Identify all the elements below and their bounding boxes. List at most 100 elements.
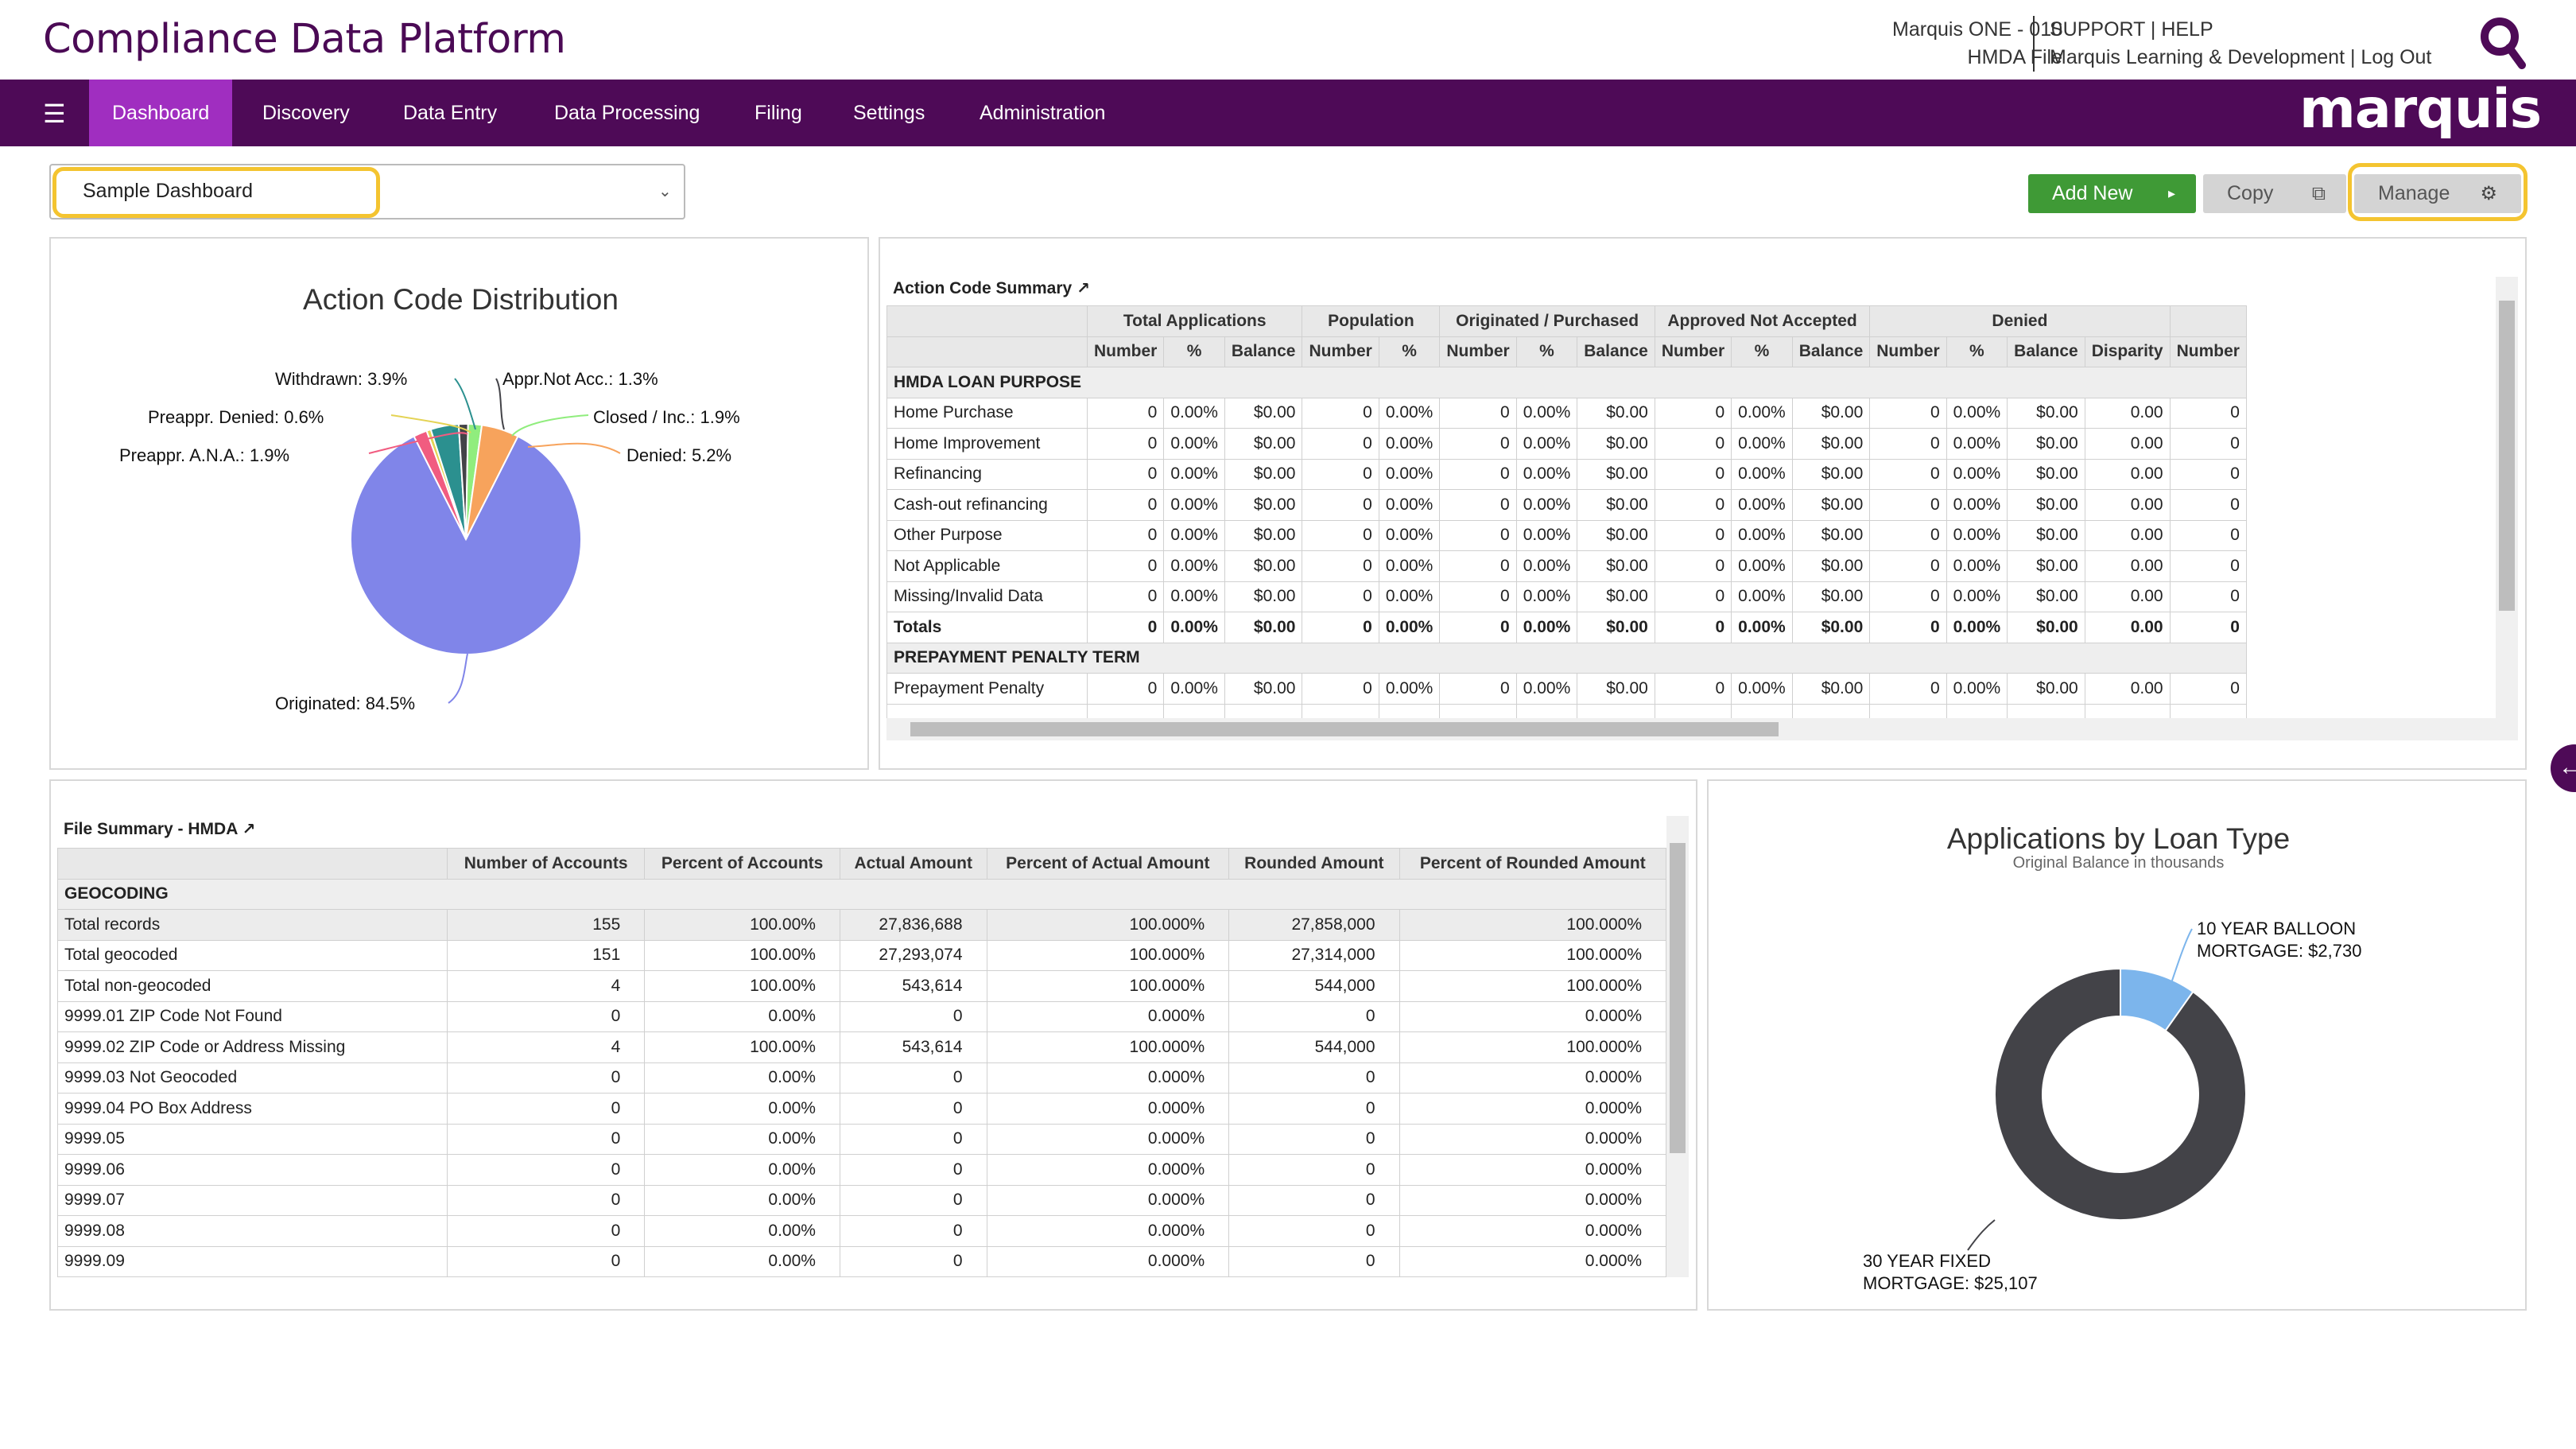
- vscroll-thumb[interactable]: [1670, 843, 1686, 1153]
- table-cell: 0: [839, 1215, 987, 1247]
- column-header: [57, 848, 448, 880]
- nav-filing[interactable]: Filing: [755, 102, 802, 124]
- table-cell: 100.000%: [1399, 909, 1666, 941]
- table-cell: 0: [1869, 612, 1947, 643]
- column-header: %: [1378, 336, 1441, 367]
- table-cell: 0.00%: [1946, 397, 2008, 429]
- file-summary-vscrollbar[interactable]: [1666, 816, 1689, 1277]
- table-cell: 9999.05: [57, 1123, 448, 1155]
- table-cell: 0: [1228, 1062, 1400, 1094]
- main-nav: ☰ Dashboard Discovery Data Entry Data Pr…: [0, 78, 2576, 146]
- table-cell: 0.00%: [1378, 489, 1441, 521]
- nav-settings[interactable]: Settings: [853, 102, 925, 124]
- pie-slice-0[interactable]: [350, 435, 582, 655]
- row-label: Totals: [886, 612, 1088, 643]
- nav-dashboard[interactable]: Dashboard: [89, 80, 233, 146]
- add-new-button[interactable]: Add New ▸: [2028, 174, 2196, 213]
- table-cell: 0: [2169, 519, 2247, 551]
- table-cell: $0.00: [1224, 612, 1303, 643]
- column-header: Balance: [2007, 336, 2085, 367]
- section-row: PREPAYMENT PENALTY TERM: [886, 642, 2247, 674]
- support-help-links[interactable]: SUPPORT | HELP: [2050, 18, 2213, 41]
- action-summary-hscrollbar[interactable]: [886, 718, 2518, 740]
- table-cell: 0.000%: [986, 1245, 1230, 1277]
- vscroll-thumb[interactable]: [2499, 301, 2515, 611]
- table-cell: 0.00%: [1163, 550, 1225, 582]
- row-label: Refinancing: [886, 458, 1088, 490]
- table-cell: 0.00%: [1946, 458, 2008, 490]
- pie-label-preappr-denied: Preappr. Denied: 0.6%: [148, 407, 324, 427]
- table-cell: 0: [2169, 428, 2247, 460]
- arrow-left-icon: ←: [2559, 754, 2576, 780]
- table-cell: 0.00%: [1731, 458, 1793, 490]
- table-cell: 0: [1302, 458, 1379, 490]
- table-cell: $0.00: [1577, 397, 1655, 429]
- search-icon[interactable]: [2479, 16, 2527, 72]
- table-cell: [1869, 703, 1947, 718]
- table-row: Prepayment Penalty 0 0.00% $0.00 0 0.00% 0 0.00…: [886, 673, 2247, 705]
- table-cell: 0.00: [2084, 550, 2171, 582]
- nav-discovery[interactable]: Discovery: [262, 102, 350, 124]
- learning-logout-links[interactable]: Marquis Learning & Development | Log Out: [2050, 46, 2432, 68]
- row-label: Not Applicable: [886, 550, 1088, 582]
- table-cell: 0.00%: [1731, 612, 1793, 643]
- side-panel-toggle[interactable]: ←: [2551, 744, 2576, 792]
- table-cell: $0.00: [1224, 519, 1303, 551]
- table-row: Not Applicable 0 0.00% $0.00 0 0.00% 0 0.00% $0.…: [886, 550, 2247, 582]
- table-cell: 0.00: [2084, 458, 2171, 490]
- table-cell: 100.00%: [644, 909, 840, 941]
- table-cell: 100.000%: [1399, 939, 1666, 971]
- table-cell: $0.00: [1224, 397, 1303, 429]
- column-header: %: [1946, 336, 2008, 367]
- pie-label-preappr-ana: Preappr. A.N.A.: 1.9%: [119, 445, 290, 465]
- table-cell: 0.00: [2084, 397, 2171, 429]
- table-cell: 0.000%: [1399, 1184, 1666, 1216]
- external-link-icon[interactable]: ↗: [1077, 280, 1090, 297]
- table-cell: 0.00%: [1946, 428, 2008, 460]
- copy-button[interactable]: Copy ⧉: [2203, 174, 2346, 213]
- pie-connector-6: [448, 653, 468, 704]
- table-cell: 0: [839, 1093, 987, 1125]
- table-cell: 0: [1302, 489, 1379, 521]
- table-row: Refinancing 0 0.00% $0.00 0 0.00% 0 0.00% $0.00 0…: [886, 458, 2247, 490]
- nav-data-processing[interactable]: Data Processing: [554, 102, 700, 124]
- row-label: Other Purpose: [886, 519, 1088, 551]
- manage-button[interactable]: Manage ⚙: [2354, 174, 2521, 213]
- pie-connector-0: [495, 378, 505, 430]
- row-label: Home Improvement: [886, 428, 1088, 460]
- table-cell: [1577, 703, 1655, 718]
- dashboard-select[interactable]: [49, 164, 685, 219]
- table-cell: 0: [1654, 612, 1732, 643]
- donut-slice-1[interactable]: [1994, 967, 2247, 1221]
- table-cell: 100.00%: [644, 1031, 840, 1063]
- donut-label-10yr-line1: 10 YEAR BALLOON: [2197, 919, 2357, 938]
- hamburger-icon[interactable]: ☰: [43, 99, 66, 128]
- nav-administration[interactable]: Administration: [980, 102, 1106, 124]
- table-cell: [1086, 703, 1165, 718]
- table-cell: 9999.09: [57, 1245, 448, 1277]
- nav-data-entry[interactable]: Data Entry: [403, 102, 498, 124]
- table-cell: 0.00%: [1946, 489, 2008, 521]
- table-cell: 0.000%: [1399, 1000, 1666, 1032]
- table-cell: [1439, 703, 1517, 718]
- table-cell: 0.00%: [1515, 550, 1578, 582]
- applications-by-loan-type-panel: Applications by Loan Type Original Balan…: [1707, 779, 2527, 1311]
- table-cell: 0.00%: [1946, 550, 2008, 582]
- column-header: %: [1163, 336, 1225, 367]
- table-cell: 9999.08: [57, 1215, 448, 1247]
- table-cell: 0.00%: [1731, 673, 1793, 705]
- table-cell: 0: [839, 1184, 987, 1216]
- hscroll-thumb[interactable]: [910, 722, 1779, 736]
- table-cell: $0.00: [1791, 397, 1871, 429]
- action-summary-table-viewport: Total Applications Population Originated /…: [886, 305, 2496, 718]
- table-cell: 0: [1302, 581, 1379, 612]
- donut-label-30yr-line1: 30 YEAR FIXED: [1863, 1251, 1991, 1271]
- external-link-icon[interactable]: ↗: [242, 821, 256, 838]
- table-cell: 0.00%: [1163, 489, 1225, 521]
- action-summary-vscrollbar[interactable]: [2496, 277, 2518, 718]
- table-cell: 0.00%: [1515, 489, 1578, 521]
- table-cell: 0: [2169, 612, 2247, 643]
- table-cell: 0: [1086, 673, 1165, 705]
- chevron-down-icon[interactable]: ⌄: [658, 183, 672, 200]
- pie-slice-6[interactable]: [465, 424, 519, 540]
